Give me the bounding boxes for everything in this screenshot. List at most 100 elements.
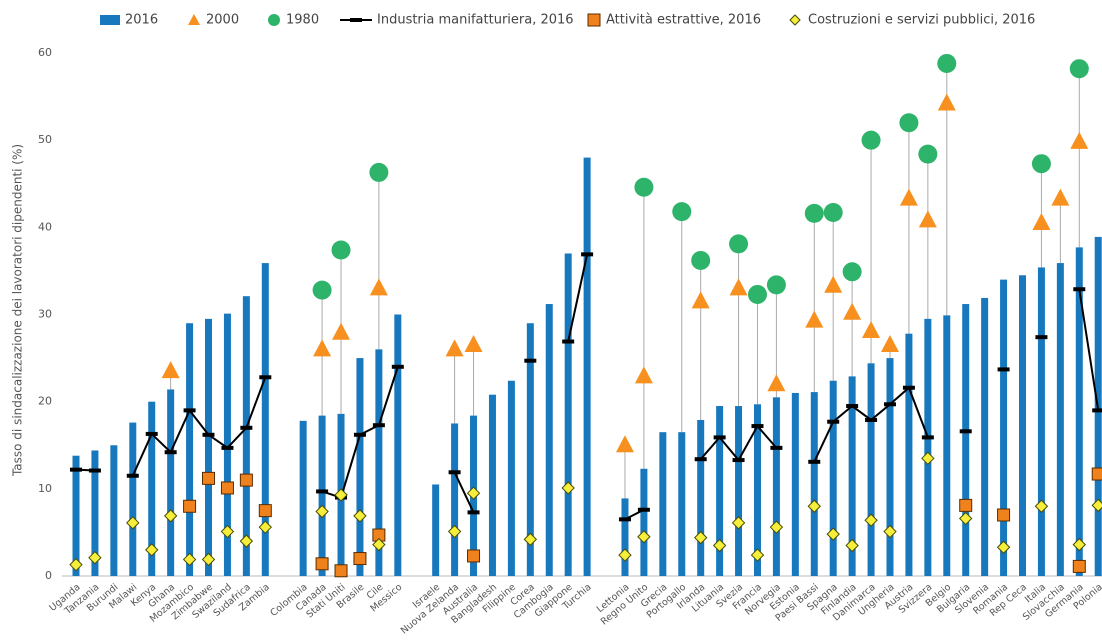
- bar: [205, 318, 213, 576]
- marker-circle: [766, 275, 786, 295]
- marker-circle: [861, 130, 881, 150]
- bar: [1075, 247, 1083, 577]
- legend-item: 1980: [268, 13, 319, 28]
- bar: [545, 304, 553, 576]
- y-tick-label: 0: [45, 569, 52, 582]
- bar: [507, 380, 515, 576]
- marker-square: [334, 564, 348, 578]
- bar: [943, 315, 951, 576]
- legend-swatch: [789, 14, 801, 26]
- y-axis-label: Tasso di sindacalizzazione dei lavorator…: [11, 144, 25, 477]
- bar: [962, 304, 970, 576]
- bar: [981, 297, 989, 576]
- legend-swatch: [587, 13, 601, 27]
- marker-triangle: [918, 210, 937, 228]
- legend-label: 1980: [286, 13, 319, 28]
- legend-swatch: [268, 14, 280, 26]
- marker-triangle: [161, 361, 180, 379]
- bar: [791, 392, 799, 576]
- marker-triangle: [899, 188, 918, 206]
- bar: [621, 498, 629, 576]
- bar: [451, 423, 459, 576]
- marker-triangle: [862, 321, 881, 339]
- bar: [1000, 279, 1008, 576]
- marker-triangle: [937, 93, 956, 111]
- marker-diamond: [618, 548, 632, 562]
- marker-square: [997, 508, 1011, 522]
- bar: [242, 296, 250, 576]
- bar: [716, 406, 724, 576]
- bar: [678, 432, 686, 576]
- bar: [583, 157, 591, 576]
- legend-label: Costruzioni e servizi pubblici, 2016: [808, 13, 1035, 28]
- bar: [299, 420, 307, 576]
- marker-square: [183, 499, 197, 513]
- bar: [735, 406, 743, 576]
- bar: [564, 253, 572, 576]
- marker-circle: [331, 240, 351, 260]
- bar: [1037, 267, 1045, 576]
- bar: [91, 450, 99, 576]
- bar: [886, 358, 894, 576]
- marker-square: [1091, 467, 1102, 481]
- marker-triangle: [1051, 188, 1070, 206]
- marker-diamond: [712, 538, 727, 553]
- bar: [848, 376, 856, 576]
- marker-triangle: [369, 278, 388, 296]
- marker-square: [1072, 559, 1086, 573]
- marker-diamond: [163, 509, 178, 523]
- marker-diamond: [959, 511, 973, 526]
- legend-item: 2016: [100, 13, 158, 28]
- marker-circle: [1031, 154, 1051, 174]
- marker-circle: [937, 53, 957, 73]
- marker-triangle: [824, 275, 843, 293]
- marker-diamond: [372, 537, 386, 552]
- marker-triangle: [634, 366, 653, 384]
- legend-item: Industria manifatturiera, 2016: [340, 13, 574, 28]
- y-tick-label: 40: [38, 220, 52, 233]
- legend-label: Industria manifatturiera, 2016: [377, 13, 574, 28]
- marker-diamond: [315, 504, 329, 519]
- bar: [659, 432, 667, 576]
- marker-triangle: [729, 278, 748, 296]
- bar: [1056, 263, 1064, 576]
- marker-circle: [691, 250, 711, 270]
- marker-triangle: [464, 335, 483, 353]
- marker-diamond: [693, 530, 708, 545]
- marker-triangle: [445, 339, 464, 357]
- legend-item: 2000: [188, 13, 239, 28]
- marker-triangle: [691, 291, 710, 309]
- marker-diamond: [637, 530, 651, 544]
- bar: [356, 358, 364, 576]
- marker-diamond: [1034, 499, 1049, 513]
- bar: [261, 263, 269, 576]
- marker-diamond: [921, 451, 935, 466]
- marker-diamond: [201, 552, 216, 567]
- marker-diamond: [69, 557, 83, 572]
- marker-triangle: [1070, 131, 1089, 149]
- legend-item: Costruzioni e servizi pubblici, 2016: [789, 13, 1035, 28]
- y-tick-label: 50: [38, 133, 52, 146]
- marker-square: [202, 471, 216, 485]
- bar: [223, 313, 231, 576]
- bar: [186, 323, 194, 576]
- marker-diamond: [447, 524, 462, 539]
- marker-triangle: [313, 339, 332, 357]
- marker-diamond: [769, 520, 784, 534]
- bar: [640, 468, 648, 576]
- marker-diamond: [239, 534, 254, 548]
- marker-circle: [899, 113, 919, 133]
- marker-circle: [804, 203, 824, 223]
- bar: [753, 404, 761, 576]
- marker-circle: [729, 234, 749, 254]
- bar: [110, 445, 118, 576]
- bar: [72, 455, 80, 576]
- marker-circle: [918, 144, 938, 164]
- marker-square: [467, 549, 481, 563]
- marker-circle: [747, 284, 767, 304]
- marker-diamond: [258, 520, 273, 534]
- marker-circle: [369, 162, 389, 182]
- marker-triangle: [843, 302, 862, 320]
